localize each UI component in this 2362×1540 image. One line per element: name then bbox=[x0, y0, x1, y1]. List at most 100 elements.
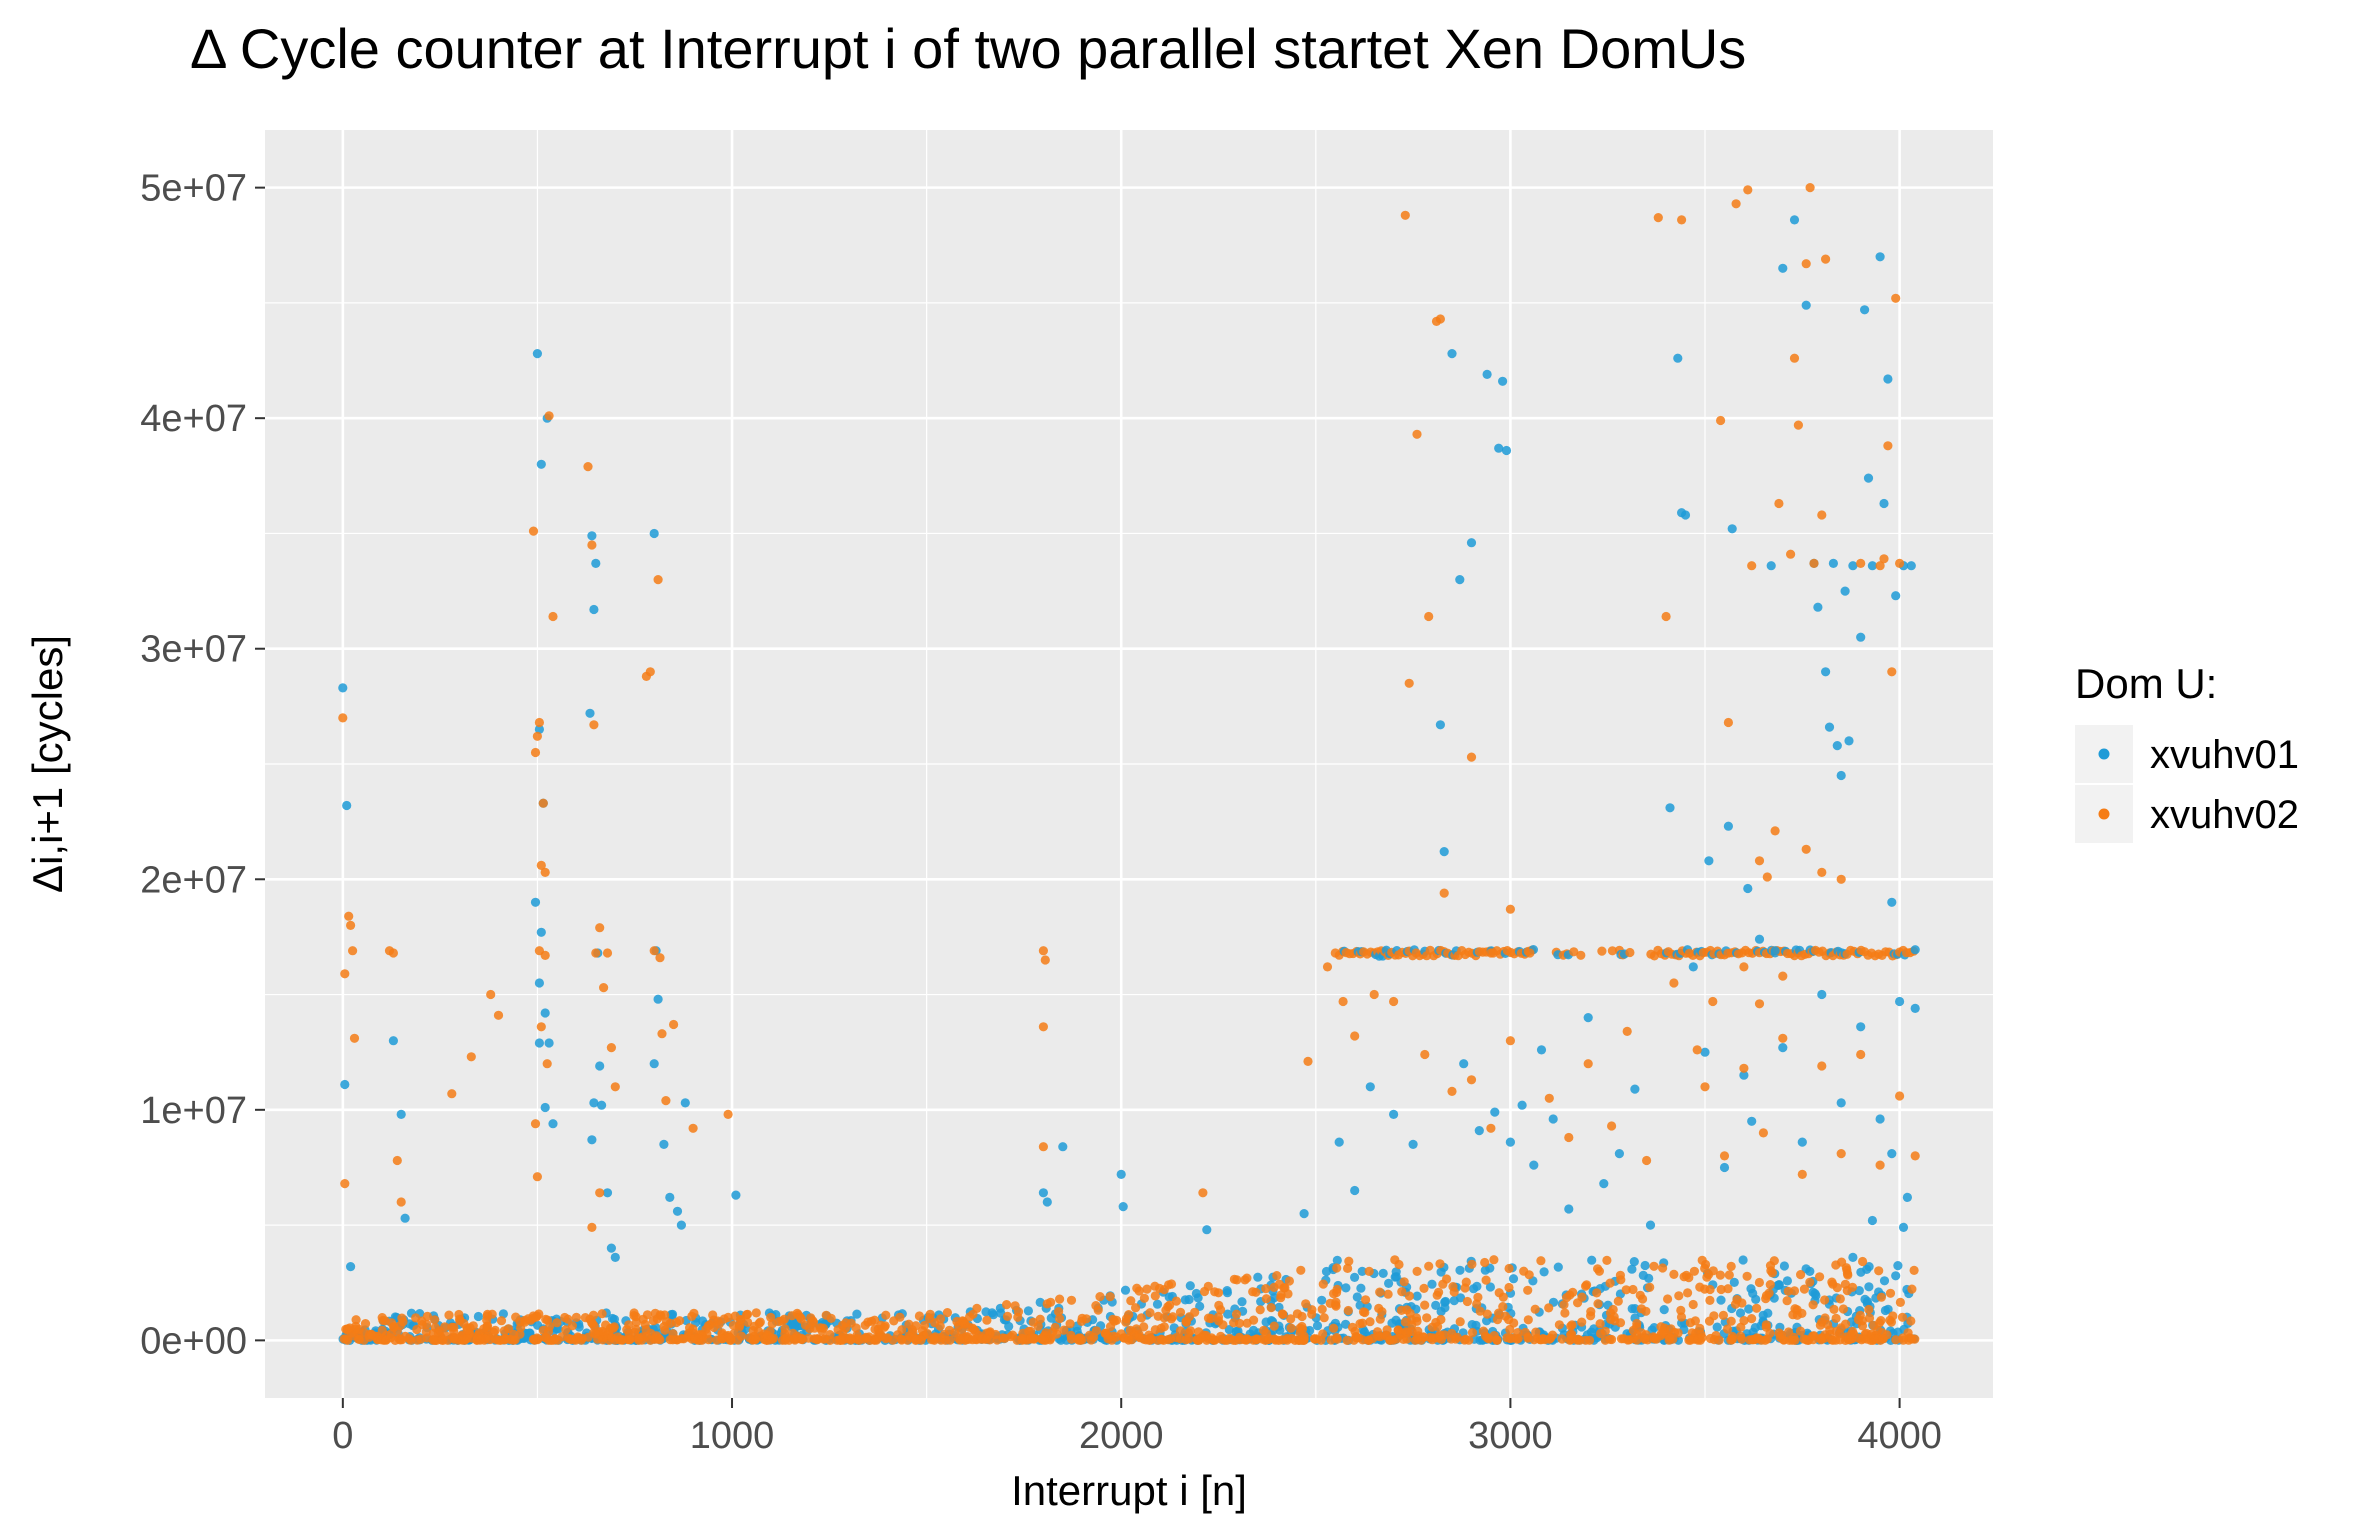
series-xvuhv02-point bbox=[833, 1325, 843, 1335]
series-xvuhv02-point bbox=[1361, 1295, 1371, 1305]
series-xvuhv01-point bbox=[1867, 1215, 1877, 1226]
series-xvuhv02-point bbox=[1175, 1326, 1185, 1336]
series-xvuhv01-point bbox=[589, 604, 599, 615]
series-xvuhv02-point bbox=[482, 1324, 492, 1334]
series-xvuhv02-point bbox=[1557, 1334, 1567, 1344]
series-xvuhv02-point bbox=[392, 1155, 402, 1166]
series-xvuhv02-point bbox=[1742, 1271, 1752, 1281]
series-xvuhv01-point bbox=[1350, 1185, 1360, 1196]
series-xvuhv02-point bbox=[1715, 1270, 1725, 1280]
series-xvuhv02-point bbox=[745, 1333, 755, 1343]
series-xvuhv01-point bbox=[1508, 1274, 1519, 1284]
series-xvuhv01-point bbox=[1801, 300, 1811, 310]
series-xvuhv02-point bbox=[972, 1303, 982, 1313]
series-xvuhv01-point bbox=[610, 1252, 620, 1262]
series-xvuhv02-point bbox=[1343, 1263, 1353, 1273]
series-xvuhv02-point bbox=[1856, 1049, 1866, 1060]
series-xvuhv01-point bbox=[1910, 1003, 1920, 1014]
series-xvuhv01-point bbox=[1431, 1300, 1441, 1310]
series-xvuhv02-point bbox=[1799, 1334, 1809, 1344]
series-xvuhv01-point bbox=[338, 683, 348, 693]
series-xvuhv02-point bbox=[1632, 1335, 1642, 1345]
series-xvuhv02-point bbox=[1434, 1287, 1444, 1297]
series-xvuhv02-point bbox=[841, 1318, 851, 1328]
series-xvuhv02-point bbox=[1286, 1323, 1296, 1333]
series-xvuhv01-point bbox=[1408, 1139, 1418, 1149]
series-xvuhv02-point bbox=[1481, 1275, 1491, 1285]
series-xvuhv02-point bbox=[346, 920, 356, 931]
series-xvuhv01-point bbox=[1435, 720, 1445, 730]
series-xvuhv02-point bbox=[1797, 1169, 1807, 1179]
series-xvuhv01-point bbox=[1848, 561, 1858, 571]
series-xvuhv01-point bbox=[1299, 1209, 1309, 1219]
series-xvuhv01-point bbox=[1723, 821, 1733, 831]
series-xvuhv02-point bbox=[1435, 314, 1445, 324]
series-xvuhv01-point bbox=[1836, 1098, 1846, 1108]
series-xvuhv02-point bbox=[820, 1334, 830, 1344]
series-xvuhv01-point bbox=[1789, 215, 1800, 225]
series-xvuhv01-point bbox=[665, 1192, 675, 1202]
series-xvuhv02-point bbox=[796, 1314, 806, 1324]
series-xvuhv02-point bbox=[1040, 955, 1050, 965]
series-xvuhv02-point bbox=[1835, 1335, 1845, 1345]
series-xvuhv01-point bbox=[602, 1188, 613, 1198]
series-xvuhv01-point bbox=[1748, 1288, 1758, 1298]
series-xvuhv01-point bbox=[1856, 632, 1866, 642]
series-xvuhv02-point bbox=[1467, 1328, 1478, 1338]
series-xvuhv02-point bbox=[1105, 1292, 1115, 1302]
series-xvuhv02-point bbox=[606, 1043, 617, 1053]
series-xvuhv02-point bbox=[1461, 1334, 1471, 1344]
series-xvuhv02-point bbox=[412, 1324, 422, 1335]
series-xvuhv02-point bbox=[688, 1123, 698, 1133]
series-xvuhv02-point bbox=[797, 1333, 807, 1343]
series-xvuhv01-point bbox=[1412, 1291, 1422, 1301]
series-xvuhv02-point bbox=[1821, 254, 1831, 264]
series-xvuhv02-point bbox=[1658, 1263, 1668, 1273]
series-xvuhv02-point bbox=[895, 1312, 905, 1322]
series-xvuhv02-point bbox=[422, 1319, 432, 1330]
series-xvuhv02-point bbox=[634, 1333, 644, 1343]
series-xvuhv01-point bbox=[1599, 1179, 1609, 1189]
series-xvuhv01-point bbox=[672, 1206, 683, 1216]
series-xvuhv02-point bbox=[548, 611, 558, 622]
series-xvuhv01-point bbox=[1879, 1276, 1890, 1286]
series-xvuhv02-point bbox=[871, 1335, 882, 1345]
series-xvuhv02-point bbox=[1653, 213, 1663, 223]
series-xvuhv01-point bbox=[1738, 1255, 1748, 1265]
series-xvuhv02-point bbox=[534, 717, 545, 728]
series-xvuhv02-point bbox=[1778, 971, 1788, 981]
series-xvuhv02-point bbox=[1377, 1307, 1387, 1317]
series-xvuhv01-point bbox=[1035, 1297, 1045, 1307]
series-xvuhv02-point bbox=[354, 1334, 364, 1344]
series-xvuhv01-point bbox=[1517, 1100, 1527, 1110]
series-xvuhv01-point bbox=[1378, 1268, 1388, 1278]
series-xvuhv02-point bbox=[1038, 1022, 1048, 1032]
series-xvuhv02-point bbox=[1576, 950, 1586, 960]
series-xvuhv02-point bbox=[1726, 1261, 1736, 1271]
series-xvuhv02-point bbox=[1674, 1291, 1684, 1301]
series-xvuhv02-point bbox=[587, 1318, 597, 1328]
series-xvuhv02-point bbox=[967, 1335, 978, 1345]
series-xvuhv02-point bbox=[349, 1033, 360, 1043]
series-xvuhv02-point bbox=[1593, 1299, 1603, 1309]
series-xvuhv01-point bbox=[1583, 1013, 1593, 1023]
series-xvuhv02-point bbox=[1494, 1288, 1504, 1298]
x-axis-label: Interrupt i [n] bbox=[1011, 1467, 1247, 1514]
series-xvuhv02-point bbox=[1329, 1323, 1339, 1333]
series-xvuhv01-point bbox=[1659, 1305, 1669, 1315]
series-xvuhv01-point bbox=[1237, 1297, 1247, 1307]
series-xvuhv02-point bbox=[1828, 1279, 1838, 1289]
series-xvuhv02-point bbox=[1602, 1255, 1612, 1265]
series-xvuhv01-point bbox=[1185, 1281, 1195, 1291]
series-xvuhv02-point bbox=[880, 1321, 890, 1331]
series-xvuhv02-point bbox=[687, 1311, 697, 1321]
series-xvuhv02-point bbox=[1885, 1315, 1895, 1325]
series-xvuhv02-point bbox=[563, 1333, 574, 1343]
series-xvuhv01-point bbox=[1536, 1045, 1547, 1055]
series-xvuhv02-point bbox=[1412, 1333, 1422, 1344]
series-xvuhv02-point bbox=[717, 1334, 727, 1344]
series-xvuhv02-point bbox=[1154, 1283, 1165, 1293]
series-xvuhv02-point bbox=[725, 1333, 736, 1343]
series-xvuhv01-point bbox=[473, 1311, 483, 1322]
series-xvuhv02-point bbox=[1879, 554, 1889, 564]
